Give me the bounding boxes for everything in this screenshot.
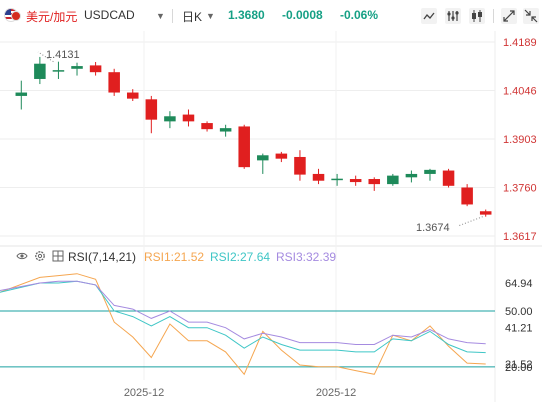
rsi-axis-label: 50.00	[505, 306, 533, 318]
date-axis-label: 2025-12	[124, 387, 164, 399]
timeframe-selector[interactable]: 日K	[182, 10, 203, 24]
low-annotation-leader	[457, 216, 483, 227]
eye-icon[interactable]	[16, 250, 28, 262]
candle-body	[201, 123, 213, 130]
symbol-dropdown-icon[interactable]: ▼	[156, 11, 165, 21]
candle-body	[52, 70, 65, 72]
high-annotation-leader	[37, 51, 54, 63]
candle-body	[442, 170, 455, 186]
top-toolbar: 美元/加元 USDCAD ▼ 日K ▼ 1.3680 -0.0008 -0.06…	[0, 0, 542, 31]
candle-body	[71, 66, 83, 69]
canada-flag-icon	[11, 11, 21, 21]
rsi-axis-label: 64.94	[505, 278, 533, 290]
rsi-axis-label: 21.52	[505, 359, 533, 371]
candle-body	[368, 179, 381, 185]
price-axis-label: 1.3903	[503, 134, 537, 146]
toolbar-separator	[493, 9, 494, 23]
candle-body	[182, 114, 195, 122]
price-axis-label: 1.4046	[503, 86, 537, 98]
rsi1-value: RSI1:21.52	[144, 250, 205, 264]
candle-body	[145, 99, 158, 120]
chart-grid	[0, 31, 542, 402]
candle-body	[349, 179, 362, 183]
candle-body	[164, 116, 176, 122]
candle-body	[126, 92, 139, 99]
candle-body	[479, 211, 492, 215]
indicator-icon[interactable]	[444, 7, 462, 25]
last-price: 1.3680	[228, 8, 265, 22]
rsi-series-line-2	[0, 280, 486, 354]
candle-body	[89, 65, 102, 73]
gear-icon[interactable]	[34, 250, 46, 262]
price-axis-label: 1.3617	[503, 231, 537, 243]
rsi-header: RSI(7,14,21) RSI1:21.52 RSI2:27.64 RSI3:…	[0, 247, 542, 265]
date-axis: 2025-12 2025-12	[124, 387, 356, 399]
rsi-axis-label: 41.21	[505, 322, 533, 334]
high-price-annotation: 1.4131	[46, 49, 80, 61]
candle-body	[461, 187, 473, 205]
candle-body	[257, 155, 269, 161]
rsi-lines	[0, 273, 495, 376]
rsi-label: RSI(7,14,21)	[68, 250, 137, 264]
candle-body	[312, 173, 325, 181]
price-change: -0.0008	[282, 8, 323, 22]
rsi-axis-label: 20.00	[505, 362, 533, 374]
collapse-icon[interactable]	[522, 7, 540, 25]
price-axis-label: 1.3760	[503, 183, 537, 195]
toolbar-separator	[172, 9, 173, 23]
symbol-code[interactable]: USDCAD	[84, 8, 135, 22]
candle-body	[331, 178, 343, 181]
candle-body	[387, 175, 399, 185]
candle-body	[108, 72, 120, 93]
candle-body	[294, 156, 306, 175]
rsi2-value: RSI2:27.64	[210, 250, 271, 264]
rsi-series-line-3	[0, 280, 486, 345]
price-axis-label: 1.4189	[503, 37, 537, 49]
date-axis-label: 2025-12	[316, 387, 356, 399]
candlestick-series	[15, 51, 492, 227]
candle-body	[15, 92, 28, 96]
candle-body	[424, 169, 436, 174]
timeframe-dropdown-icon[interactable]: ▼	[206, 11, 215, 21]
candlestick-style-icon[interactable]	[468, 7, 486, 25]
rsi-series-line-1	[0, 273, 486, 376]
line-chart-icon[interactable]	[420, 7, 438, 25]
candle-body	[238, 126, 250, 168]
candle-body	[275, 153, 288, 159]
price-axis: 1.4189 1.4046 1.3903 1.3760 1.3617	[503, 37, 537, 243]
fullscreen-icon[interactable]	[500, 7, 518, 25]
indicator-grid-icon[interactable]	[52, 250, 64, 262]
low-price-annotation: 1.3674	[416, 222, 450, 234]
candle-body	[34, 63, 46, 79]
price-change-percent: -0.06%	[340, 8, 379, 22]
rsi3-value: RSI3:32.39	[276, 250, 337, 264]
symbol-name[interactable]: 美元/加元	[26, 10, 78, 24]
candle-body	[219, 128, 232, 132]
candle-body	[405, 173, 418, 178]
